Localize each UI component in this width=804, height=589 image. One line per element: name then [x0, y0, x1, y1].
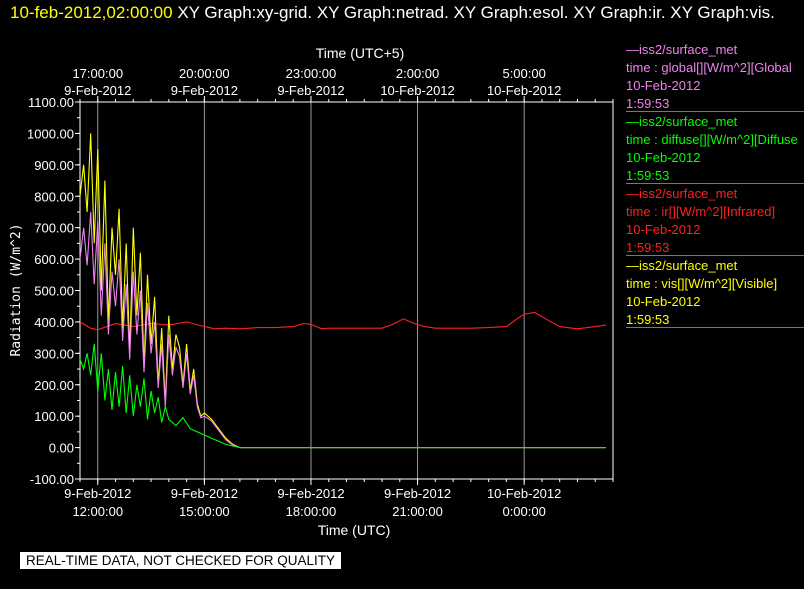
title-graph-list: XY Graph:xy-grid. XY Graph:netrad. XY Gr… — [172, 3, 775, 22]
legend-variable: time : global[][W/m^2][Global — [626, 60, 792, 75]
y-axis-label: Radiation (W/m^2) — [9, 223, 24, 356]
x2-tick-time: 23:00:00 — [286, 66, 337, 81]
y-tick-label: 800.00 — [34, 189, 74, 204]
legend-station: —iss2/surface_met — [626, 114, 738, 129]
x-tick-date: 9-Feb-2012 — [277, 486, 344, 501]
legend-time: 1:59:53 — [626, 240, 670, 255]
y-tick-label: 0.00 — [49, 441, 74, 456]
quality-note: REAL-TIME DATA, NOT CHECKED FOR QUALITY — [20, 552, 342, 569]
title-timestamp: 10-feb-2012,02:00:00 — [10, 3, 173, 22]
legend-variable: time : diffuse[][W/m^2][Diffuse — [626, 132, 798, 147]
y-tick-label: 400.00 — [34, 315, 74, 330]
legend-date: 10-Feb-2012 — [626, 78, 701, 93]
legend-time: 1:59:53 — [626, 312, 670, 327]
graph-title: 10-feb-2012,02:00:00 XY Graph:xy-grid. X… — [10, 2, 800, 24]
x-tick-date: 9-Feb-2012 — [64, 486, 131, 501]
legend-variable: time : ir[][W/m^2][Infrared] — [626, 204, 776, 219]
x-tick-time: 15:00:00 — [179, 504, 230, 519]
legend-separator — [626, 327, 804, 328]
x-tick-date: 9-Feb-2012 — [171, 486, 238, 501]
y-tick-label: 1100.00 — [28, 95, 74, 110]
y-axis: 1100.00 1000.00 900.00 800.00 700.00 600.00 50… — [27, 95, 80, 487]
x2-tick-time: 2:00:00 — [396, 66, 439, 81]
y-tick-label: 300.00 — [34, 346, 74, 361]
x2-tick-time: 20:00:00 — [179, 66, 230, 81]
x-axis-label: Time (UTC) — [318, 522, 391, 538]
x-tick-time: 21:00:00 — [392, 504, 443, 519]
y-tick-label: 100.00 — [34, 409, 74, 424]
y-tick-label: -100.00 — [30, 472, 74, 487]
legend-time: 1:59:53 — [626, 168, 670, 183]
x-tick-time: 0:00:00 — [502, 504, 545, 519]
x2-tick-date: 9-Feb-2012 — [64, 83, 131, 98]
x-tick-date: 10-Feb-2012 — [487, 486, 561, 501]
legend-separator — [626, 183, 804, 184]
legend-station: —iss2/surface_met — [626, 186, 738, 201]
y-tick-label: 700.00 — [34, 221, 74, 236]
x-axis: 9-Feb-2012 12:00:00 9-Feb-2012 15:00:00 9-Fe… — [64, 99, 614, 519]
y-tick-label: 200.00 — [34, 378, 74, 393]
legend-separator — [626, 111, 804, 112]
legend-date: 10-Feb-2012 — [626, 294, 701, 309]
y-tick-label: 500.00 — [34, 284, 74, 299]
x2-tick-date: 10-Feb-2012 — [487, 83, 561, 98]
chart-series — [79, 133, 606, 449]
x2-tick-date: 9-Feb-2012 — [277, 83, 344, 98]
legend-date: 10-Feb-2012 — [626, 150, 701, 165]
legend-time: 1:59:53 — [626, 96, 670, 111]
x2-axis: 17:00:00 9-Feb-2012 20:00:00 9-Feb-2012 23:0… — [64, 66, 561, 102]
series-ir-line — [79, 311, 606, 331]
legend-station: —iss2/surface_met — [626, 258, 738, 273]
y-tick-label: 600.00 — [34, 252, 74, 267]
plot-frame — [79, 101, 614, 480]
x-tick-time: 18:00:00 — [286, 504, 337, 519]
legend-station: —iss2/surface_met — [626, 42, 738, 57]
x2-tick-time: 5:00:00 — [502, 66, 545, 81]
legend-date: 10-Feb-2012 — [626, 222, 701, 237]
x2-tick-date: 9-Feb-2012 — [171, 83, 238, 98]
x2-tick-date: 10-Feb-2012 — [380, 83, 454, 98]
x2-axis-label: Time (UTC+5) — [316, 45, 405, 61]
legend-variable: time : vis[][W/m^2][Visible] — [626, 276, 778, 291]
x2-tick-time: 17:00:00 — [72, 66, 123, 81]
series-global-line — [79, 211, 606, 449]
series-diffuse-line — [79, 343, 606, 449]
y-tick-label: 900.00 — [34, 158, 74, 173]
x-tick-time: 12:00:00 — [72, 504, 123, 519]
y-tick-label: 1000.00 — [27, 126, 74, 141]
legend-separator — [626, 255, 804, 256]
x-tick-date: 9-Feb-2012 — [384, 486, 451, 501]
